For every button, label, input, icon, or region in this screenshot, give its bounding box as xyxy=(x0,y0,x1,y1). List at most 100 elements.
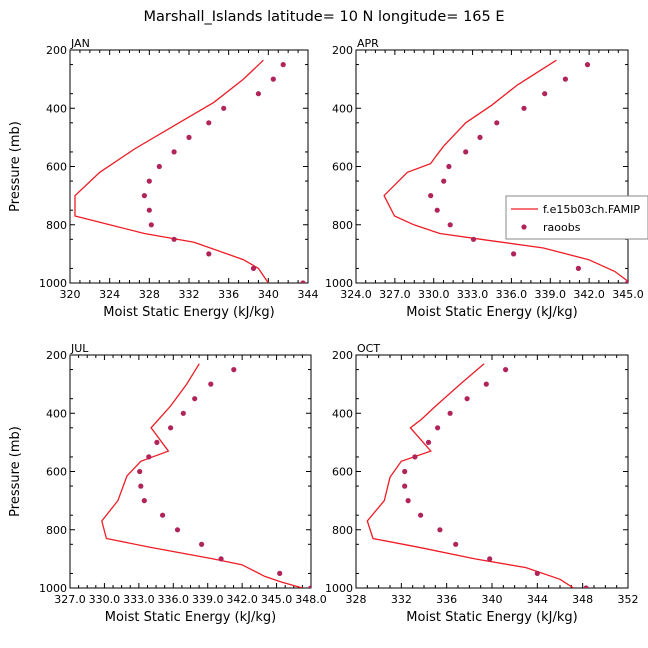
x-axis-label-jan: Moist Static Energy (kJ/kg) xyxy=(103,305,274,320)
obs-point-oct xyxy=(464,396,470,402)
y-tick-label-jan: 800 xyxy=(46,219,67,232)
y-tick-label-jan: 1000 xyxy=(39,277,67,290)
obs-point-apr xyxy=(575,265,582,271)
obs-point-apr xyxy=(510,251,517,257)
x-tick-label-oct: 352 xyxy=(618,593,639,606)
x-tick-label-jul: 345.0 xyxy=(261,593,293,606)
x-tick-label-apr: 327.0 xyxy=(379,288,411,301)
y-axis-label-jan: Pressure (mb) xyxy=(8,121,23,212)
x-tick-label-oct: 332 xyxy=(391,593,412,606)
x-tick-label-oct: 328 xyxy=(346,593,367,606)
obs-point-jan xyxy=(171,236,177,242)
obs-point-apr xyxy=(434,207,440,213)
obs-point-oct xyxy=(447,410,453,416)
model-line-jul xyxy=(101,363,303,588)
obs-point-jul xyxy=(146,454,152,460)
obs-point-oct xyxy=(534,570,540,577)
y-tick-label-oct: 800 xyxy=(332,524,353,537)
figure-title: Marshall_Islands latitude= 10 N longitud… xyxy=(143,9,504,25)
x-tick-label-jul: 342.0 xyxy=(226,593,258,606)
obs-point-apr xyxy=(470,236,477,242)
obs-point-oct xyxy=(483,381,489,387)
x-tick-label-jan: 332 xyxy=(179,288,200,301)
x-tick-label-apr: 333.0 xyxy=(457,288,489,301)
y-tick-label-jan: 400 xyxy=(46,102,67,115)
obs-point-apr xyxy=(584,62,591,68)
x-tick-label-jan: 336 xyxy=(218,288,239,301)
model-line-oct xyxy=(366,363,574,588)
obs-point-apr xyxy=(542,91,548,97)
obs-point-apr xyxy=(447,222,453,228)
x-tick-label-oct: 340 xyxy=(482,593,503,606)
x-axis-label-oct: Moist Static Energy (kJ/kg) xyxy=(406,610,577,625)
obs-point-apr xyxy=(428,193,434,199)
y-tick-label-apr: 200 xyxy=(332,44,353,57)
y-tick-label-oct: 200 xyxy=(332,349,353,362)
obs-point-jul xyxy=(199,541,205,547)
panel-title-jan: JAN xyxy=(70,37,90,50)
plot-frame-oct xyxy=(355,354,629,589)
obs-point-jan xyxy=(171,149,177,155)
x-tick-label-apr: 345.0 xyxy=(612,288,644,301)
obs-point-oct xyxy=(425,439,432,445)
obs-point-oct xyxy=(435,425,441,431)
obs-point-jul xyxy=(308,585,311,588)
obs-point-jul xyxy=(160,512,166,518)
obs-point-jul xyxy=(231,367,237,373)
obs-point-oct xyxy=(405,498,411,504)
obs-point-jul xyxy=(180,410,186,416)
panel-title-jul: JUL xyxy=(70,342,89,355)
y-tick-label-jul: 1000 xyxy=(39,582,67,595)
y-tick-label-oct: 1000 xyxy=(325,582,353,595)
plot-area-jan xyxy=(74,59,306,283)
legend-label-obs: raoobs xyxy=(543,221,581,234)
panel-jul: JUL 327.0 330.0 333.0 336.0 339.0 342.0 345.0 34… xyxy=(8,342,327,625)
obs-point-jul xyxy=(208,381,214,387)
obs-point-jan xyxy=(255,91,261,97)
y-tick-label-jul: 200 xyxy=(46,349,67,362)
obs-point-jan xyxy=(148,222,154,228)
obs-point-jul xyxy=(138,483,144,489)
obs-point-jan xyxy=(250,265,257,271)
x-tick-label-jul: 333.0 xyxy=(123,593,155,606)
obs-point-jan xyxy=(186,134,192,140)
obs-point-jul xyxy=(192,396,198,402)
y-tick-label-jan: 600 xyxy=(46,161,67,174)
x-tick-label-jul: 336.0 xyxy=(158,593,190,606)
obs-point-jan xyxy=(300,280,306,283)
x-tick-label-oct: 348 xyxy=(572,593,593,606)
panel-title-oct: OCT xyxy=(357,342,380,355)
obs-point-apr xyxy=(521,105,527,111)
x-tick-label-oct: 344 xyxy=(527,593,548,606)
obs-point-jul xyxy=(277,570,283,577)
y-tick-label-jul: 600 xyxy=(46,466,67,479)
obs-point-oct xyxy=(402,483,408,489)
y-axis-label-jul: Pressure (mb) xyxy=(8,426,23,517)
x-tick-label-jan: 340 xyxy=(258,288,279,301)
obs-point-apr xyxy=(463,149,469,155)
obs-point-apr xyxy=(562,76,569,82)
x-tick-label-jan: 328 xyxy=(139,288,160,301)
legend-marker-swatch xyxy=(521,224,527,230)
obs-point-jul xyxy=(137,468,143,475)
obs-point-oct xyxy=(437,527,443,533)
obs-point-jan xyxy=(156,163,162,170)
obs-point-jul xyxy=(168,425,174,431)
obs-point-jan xyxy=(280,62,286,68)
panel-apr: APR 324.0 327.0 330.0 333.0 336.0 339.0 342.0 34… xyxy=(325,37,648,320)
x-tick-label-jul: 327.0 xyxy=(54,593,86,606)
y-tick-label-oct: 400 xyxy=(332,407,353,420)
obs-point-jul xyxy=(154,439,160,445)
obs-point-jul xyxy=(174,527,181,533)
obs-point-jan xyxy=(221,105,227,111)
x-tick-label-apr: 342.0 xyxy=(573,288,605,301)
x-tick-label-jul: 348.0 xyxy=(295,593,327,606)
x-tick-label-oct: 336 xyxy=(436,593,457,606)
obs-point-apr xyxy=(625,280,628,283)
legend: f.e15b03ch.FAMIP raoobs xyxy=(505,195,648,240)
x-tick-label-apr: 324.0 xyxy=(340,288,372,301)
obs-point-apr xyxy=(441,178,447,184)
x-tick-label-jul: 339.0 xyxy=(192,593,224,606)
obs-point-oct xyxy=(412,454,418,460)
